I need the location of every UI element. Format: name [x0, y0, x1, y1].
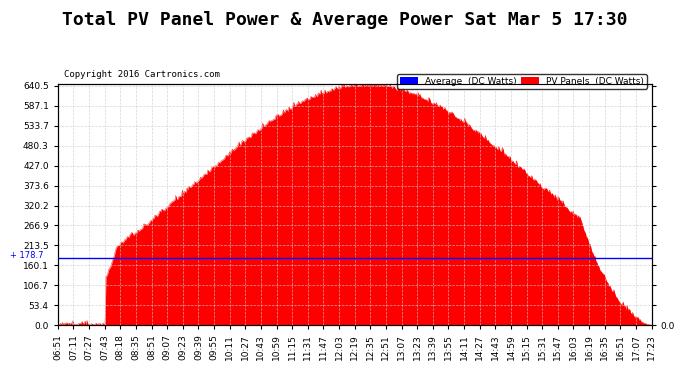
- Text: + 178.7: + 178.7: [10, 251, 43, 260]
- Text: Copyright 2016 Cartronics.com: Copyright 2016 Cartronics.com: [63, 70, 219, 79]
- Legend: Average  (DC Watts), PV Panels  (DC Watts): Average (DC Watts), PV Panels (DC Watts): [397, 74, 647, 88]
- Text: Total PV Panel Power & Average Power Sat Mar 5 17:30: Total PV Panel Power & Average Power Sat…: [62, 11, 628, 29]
